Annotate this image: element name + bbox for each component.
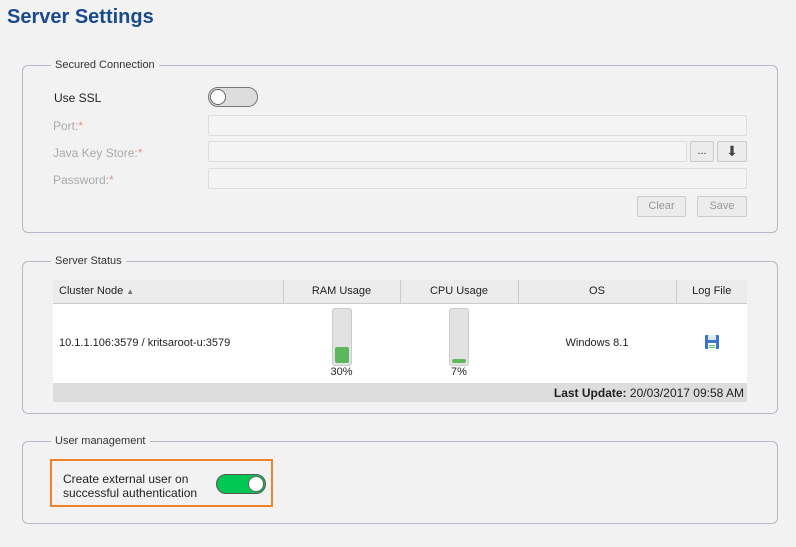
create-external-user-toggle[interactable] [216, 474, 266, 494]
panel-legend: Secured Connection [55, 59, 155, 71]
server-status-panel: Server Status [22, 255, 778, 414]
cpu-label: 7% [451, 366, 467, 379]
save-button[interactable]: Save [697, 196, 747, 217]
col-cluster-node[interactable]: Cluster Node ▲ [53, 280, 284, 304]
password-label: Password:* [53, 173, 114, 187]
col-cpu[interactable]: CPU Usage [400, 280, 519, 304]
os: Windows 8.1 [565, 337, 629, 350]
cluster-node: 10.1.1.106:3579 / kritsaroot-u:3579 [59, 337, 231, 350]
clear-button[interactable]: Clear [637, 196, 686, 217]
page-title: Server Settings [7, 6, 154, 28]
secured-connection-panel: Secured Connection [22, 59, 778, 233]
password-input[interactable] [208, 168, 747, 189]
ram-bar-fill [334, 347, 349, 364]
port-label: Port:* [53, 119, 84, 133]
cpu-bar-fill [452, 359, 466, 364]
col-os[interactable]: OS [518, 280, 677, 304]
last-update: Last Update: 20/03/2017 09:58 AM [53, 383, 747, 402]
col-ram[interactable]: RAM Usage [283, 280, 401, 304]
ram-usage: 30% [283, 303, 400, 383]
user-management-panel: User management [22, 435, 778, 524]
cpu-usage: 7% [400, 303, 518, 383]
col-log[interactable]: Log File [676, 280, 747, 304]
download-icon[interactable]: ⬇ [717, 141, 747, 162]
create-external-user-label: Create external user on successful authe… [63, 472, 198, 500]
sort-asc-icon: ▲ [126, 287, 135, 297]
highlight-box [50, 459, 273, 507]
panel-legend: User management [55, 435, 146, 447]
server-status-table: Cluster Node ▲ RAM Usage CPU Usage OS Lo… [53, 280, 747, 402]
panel-legend: Server Status [55, 255, 122, 267]
use-ssl-toggle[interactable] [208, 87, 258, 107]
browse-button[interactable]: ... [690, 141, 714, 162]
ram-label: 30% [330, 366, 353, 379]
log-file-save-icon[interactable] [676, 303, 747, 383]
java-key-store-input[interactable] [208, 141, 687, 162]
table-row: 10.1.1.106:3579 / kritsaroot-u:3579 30% … [53, 303, 747, 383]
use-ssl-label: Use SSL [54, 91, 102, 105]
java-key-store-label: Java Key Store:* [53, 146, 143, 160]
port-input[interactable] [208, 115, 747, 136]
